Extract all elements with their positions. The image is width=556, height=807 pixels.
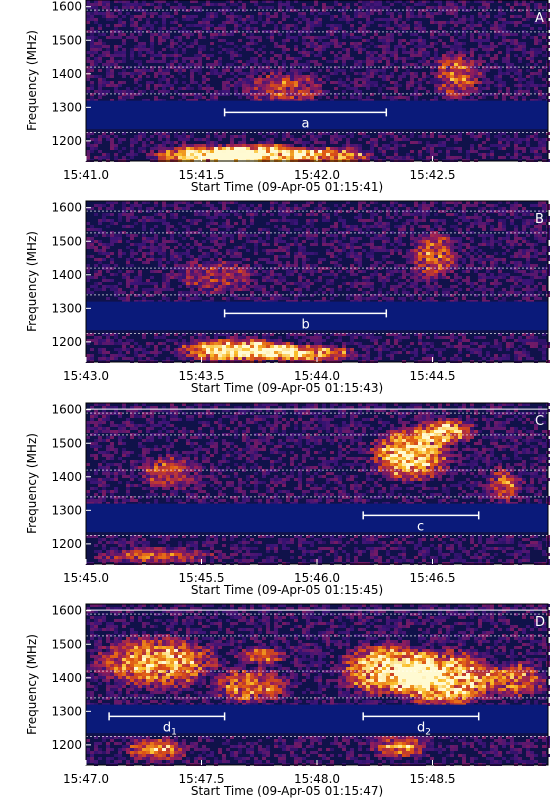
y-axis-label: Frequency (MHz) <box>25 634 39 735</box>
y-tick-label: 1600 <box>51 403 82 417</box>
x-axis-label: Start Time (09-Apr-05 01:15:45) <box>191 583 383 597</box>
y-tick-label: 1300 <box>51 100 82 114</box>
blanked-band <box>86 704 548 734</box>
x-tick-label: 15:42.0 <box>294 168 340 182</box>
y-axis-label: Frequency (MHz) <box>25 433 39 534</box>
x-tick-label: 15:42.5 <box>409 168 455 182</box>
panel-a: a A 1200 1300 1400 1500 1600 Frequency (MHz) 15:… <box>25 0 550 194</box>
y-tick-label: 1200 <box>51 537 82 551</box>
y-tick-label: 1300 <box>51 704 82 718</box>
x-tick-label: 15:43.5 <box>178 369 224 383</box>
y-tick-label: 1400 <box>51 67 82 81</box>
y-tick-label: 1600 <box>51 604 82 618</box>
y-tick-label: 1300 <box>51 301 82 315</box>
event-marker-label: b <box>301 317 309 332</box>
x-tick-label: 15:44.5 <box>409 369 455 383</box>
x-tick-label: 15:48.0 <box>294 772 340 786</box>
x-tick-label: 15:47.5 <box>178 772 224 786</box>
y-tick-label: 1400 <box>51 470 82 484</box>
blanked-band <box>86 503 548 533</box>
y-tick-label: 1500 <box>51 637 82 651</box>
x-axis-label: Start Time (09-Apr-05 01:15:47) <box>191 784 383 798</box>
y-tick-label: 1400 <box>51 671 82 685</box>
x-tick-label: 15:44.0 <box>294 369 340 383</box>
panel-letter: C <box>535 414 544 429</box>
x-axis-label: Start Time (09-Apr-05 01:15:43) <box>191 381 383 395</box>
y-axis-label: Frequency (MHz) <box>25 30 39 131</box>
y-tick-label: 1200 <box>51 134 82 148</box>
event-marker-c: c <box>362 511 480 534</box>
y-axis-label: Frequency (MHz) <box>25 231 39 332</box>
y-tick-label: 1500 <box>51 436 82 450</box>
x-tick-label: 15:46.0 <box>294 571 340 585</box>
x-tick-label: 15:47.0 <box>63 772 109 786</box>
spectrogram-pixels <box>86 0 550 162</box>
y-tick-label: 1500 <box>51 234 82 248</box>
spectrogram-pixels <box>86 604 550 766</box>
y-tick-label: 1200 <box>51 738 82 752</box>
y-tick-label: 1600 <box>51 201 82 215</box>
x-tick-label: 15:46.5 <box>409 571 455 585</box>
y-tick-label: 1600 <box>51 0 82 14</box>
x-tick-label: 15:41.5 <box>178 168 224 182</box>
y-tick-label: 1500 <box>51 33 82 47</box>
panel-c: c C 1200 1300 1400 1500 1600 Frequency (MHz) 15:… <box>25 402 550 597</box>
x-tick-label: 15:43.0 <box>63 369 109 383</box>
event-marker-label: a <box>301 116 309 131</box>
panel-letter: B <box>535 212 544 227</box>
y-tick-label: 1300 <box>51 503 82 517</box>
x-axis-label: Start Time (09-Apr-05 01:15:41) <box>191 180 383 194</box>
y-tick-label: 1400 <box>51 268 82 282</box>
panel-letter: D <box>535 615 545 630</box>
x-tick-label: 15:45.0 <box>63 571 109 585</box>
blanked-band <box>86 100 548 130</box>
y-tick-label: 1200 <box>51 335 82 349</box>
x-tick-label: 15:45.5 <box>178 571 224 585</box>
event-marker-b: b <box>223 309 388 332</box>
event-marker-a: a <box>223 108 388 131</box>
panel-b: b B 1200 1300 1400 1500 1600 Frequency (MHz) 15:… <box>25 200 550 395</box>
blanked-band <box>86 301 548 331</box>
x-tick-label: 15:41.0 <box>63 168 109 182</box>
event-marker-label: c <box>417 519 424 534</box>
x-tick-label: 15:48.5 <box>409 772 455 786</box>
panel-letter: A <box>535 11 544 26</box>
